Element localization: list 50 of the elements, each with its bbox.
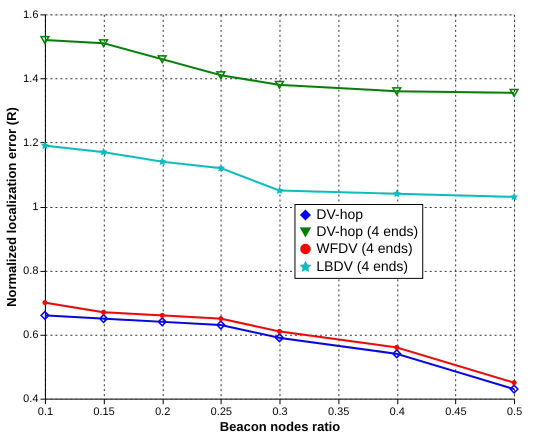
legend-label: DV-hop (4 ends) [316, 222, 418, 239]
point [276, 328, 282, 334]
point [160, 312, 165, 318]
x-tick-label: 0.1 [38, 406, 54, 418]
x-tick-label: 0.2 [155, 406, 170, 418]
legend-label: DV-hop [316, 206, 364, 222]
y-tick-label: 0.6 [23, 329, 38, 342]
point [392, 87, 402, 96]
legend-label: WFDV (4 ends) [316, 240, 413, 256]
point [158, 158, 166, 166]
point [276, 186, 284, 194]
y-tick-label: 0.8 [23, 265, 38, 278]
y-tick-label: 1.2 [23, 136, 38, 149]
point [392, 190, 401, 198]
point [218, 316, 224, 322]
point [42, 300, 48, 306]
point [509, 88, 519, 97]
point [216, 164, 225, 172]
point [98, 314, 108, 324]
point [512, 380, 517, 386]
point [392, 349, 402, 358]
x-tick-label: 0.3 [272, 406, 288, 418]
x-axis-title: Beacon nodes ratio [220, 419, 340, 434]
point [216, 71, 226, 80]
x-tick-label: 0.15 [93, 406, 115, 418]
y-tick-label: 1.6 [23, 8, 38, 21]
point [40, 36, 50, 44]
point [274, 80, 284, 89]
point [509, 384, 519, 394]
x-tick-label: 0.5 [506, 406, 522, 418]
point [40, 142, 49, 150]
x-tick-label: 0.35 [328, 406, 350, 418]
point [40, 310, 50, 320]
point [158, 317, 167, 326]
point [216, 320, 226, 330]
point [98, 39, 108, 48]
legend-label: LBDV (4 ends) [316, 258, 408, 274]
y-axis-title: Normalized localization error (R) [4, 107, 20, 307]
x-tick-label: 0.4 [390, 406, 405, 418]
y-tick-label: 1.4 [23, 72, 38, 85]
point [274, 333, 284, 342]
point [394, 344, 400, 350]
x-tick-label: 0.25 [210, 406, 232, 418]
point [158, 55, 167, 64]
y-tick-label: 0.4 [23, 393, 38, 406]
point [510, 192, 518, 200]
point [101, 310, 106, 315]
point [100, 148, 108, 156]
x-tick-label: 0.45 [445, 406, 467, 418]
y-tick-label: 1 [32, 201, 38, 214]
